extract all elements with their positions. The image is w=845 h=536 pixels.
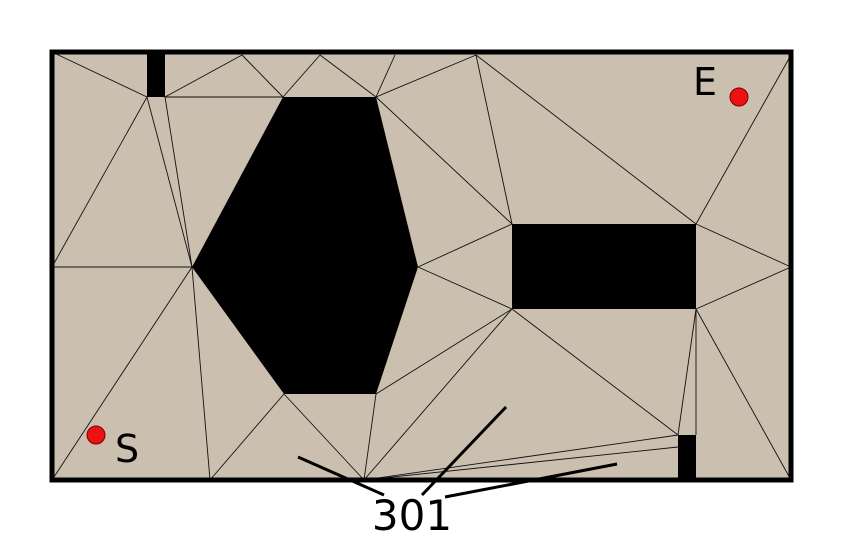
mesh-edge [375, 54, 396, 98]
mesh-edge [191, 266, 211, 481]
mesh-edge [209, 393, 285, 481]
mesh-edge [511, 308, 679, 436]
mesh-edge [164, 54, 243, 98]
mesh-edge [475, 54, 697, 225]
mesh-edge [51, 96, 148, 268]
environment-border [49, 49, 794, 483]
mesh-edge [363, 434, 679, 481]
mesh-edge [695, 54, 792, 225]
leader-line [444, 462, 618, 499]
start-point-marker [86, 425, 106, 445]
mesh-edge [146, 96, 193, 268]
mesh-edge [363, 446, 679, 481]
mesh-edge [677, 308, 697, 436]
bottom-wall-post-obstacle [678, 435, 696, 480]
mesh-edge [417, 266, 513, 310]
mesh-edge [375, 96, 513, 225]
mesh-edge [51, 266, 193, 481]
mesh-edge [241, 54, 284, 98]
mesh-edge [695, 266, 792, 310]
mesh-edge [695, 223, 792, 268]
mesh-edge [164, 96, 193, 268]
reference-numeral: 301 [372, 491, 452, 536]
obstacles [147, 52, 696, 480]
mesh-edge [319, 54, 377, 98]
mesh-edge [51, 51, 148, 98]
mesh-edge [695, 308, 792, 481]
top-wall-post-obstacle [147, 52, 165, 97]
mesh-edge [375, 54, 477, 98]
start-label: S [115, 427, 139, 471]
triangulation-mesh [51, 51, 792, 481]
mesh-edge [363, 393, 377, 481]
leader-line [420, 405, 508, 497]
hexagon-obstacle [192, 97, 418, 394]
reference-leader-lines [297, 405, 618, 499]
rectangle-obstacle [512, 224, 696, 309]
end-point-marker [729, 87, 749, 107]
mesh-edge [283, 393, 365, 481]
mesh-edge [475, 54, 513, 225]
mesh-edge [375, 308, 513, 395]
mesh-edge [282, 54, 321, 98]
mesh-edge [417, 223, 513, 268]
end-label: E [693, 60, 717, 104]
mesh-edge [363, 308, 513, 481]
leader-line [297, 455, 385, 497]
